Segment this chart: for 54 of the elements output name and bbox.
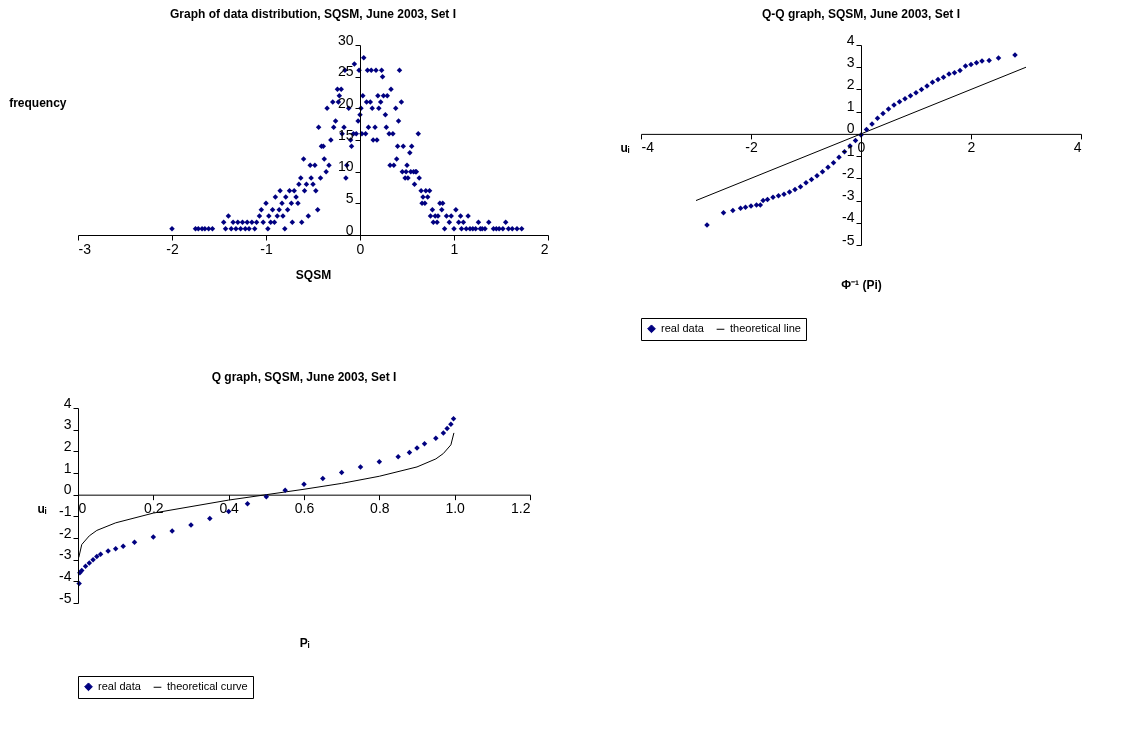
y-tick-label: -4 [842, 209, 855, 226]
x-tick-label: 1 [450, 240, 459, 257]
x-tick-label: 1.0 [445, 500, 466, 517]
x-tick-label: 0.6 [294, 500, 315, 517]
y-axis-title: uᵢ [37, 502, 47, 517]
y-tick-label: 0 [63, 481, 72, 498]
y-tick-label: 25 [337, 63, 354, 80]
x-tick-label: 0 [78, 500, 87, 517]
legend-label: theoretical line [730, 322, 801, 335]
chart-title: Graph of data distribution, SQSM, June 2003, Set I [169, 7, 457, 21]
y-tick-label: 4 [63, 394, 72, 411]
chart-title: Q-Q graph, SQSM, June 2003, Set I [761, 7, 961, 21]
x-tick-label: 2 [967, 139, 976, 156]
x-axis-title: SQSM [295, 267, 332, 282]
y-tick-label: 3 [63, 416, 72, 433]
y-tick-label: 0 [345, 221, 354, 238]
x-tick-label: 0 [356, 240, 365, 257]
x-tick-label: -1 [260, 240, 273, 257]
y-axis-title: frequency [9, 95, 67, 110]
x-tick-label: 4 [1073, 139, 1082, 156]
x-axis-title: Pᵢ [299, 635, 310, 650]
y-tick-label: 10 [337, 158, 354, 175]
x-tick-label: 0.4 [219, 500, 240, 517]
x-tick-label: 0.2 [144, 500, 164, 517]
y-tick-label: 4 [846, 31, 855, 48]
y-tick-label: -2 [842, 164, 855, 181]
y-tick-label: 2 [846, 75, 855, 92]
y-axis-title: uᵢ [620, 141, 630, 156]
y-tick-label: -2 [59, 524, 72, 541]
y-tick-label: 1 [846, 98, 855, 115]
x-tick-label: 2 [540, 240, 549, 257]
y-tick-label: -3 [59, 546, 72, 563]
x-tick-label: -2 [166, 240, 179, 257]
y-tick-label: 2 [63, 437, 72, 454]
x-tick-label: -4 [641, 139, 655, 156]
x-tick-label: 1.2 [511, 500, 531, 517]
y-tick-label: -5 [842, 231, 855, 248]
y-tick-label: -5 [59, 589, 72, 606]
y-tick-label: -3 [842, 187, 855, 204]
x-tick-label: -2 [745, 139, 758, 156]
y-tick-label: 1 [63, 459, 72, 476]
x-axis-title: Φ⁻¹ (Pi) [841, 277, 882, 292]
x-tick-label: -3 [78, 240, 92, 257]
legend-label: real data [98, 679, 142, 692]
legend-label: real data [661, 321, 705, 334]
y-tick-label: 30 [337, 31, 354, 48]
y-tick-label: 20 [337, 94, 354, 111]
y-tick-label: 3 [846, 53, 855, 70]
y-tick-label: 0 [846, 120, 855, 137]
x-tick-label: 0.8 [370, 500, 390, 517]
legend-label: theoretical curve [167, 680, 248, 693]
y-tick-label: 5 [345, 189, 354, 206]
chart-title: Q graph, SQSM, June 2003, Set I [211, 370, 397, 384]
y-tick-label: -4 [59, 567, 72, 584]
